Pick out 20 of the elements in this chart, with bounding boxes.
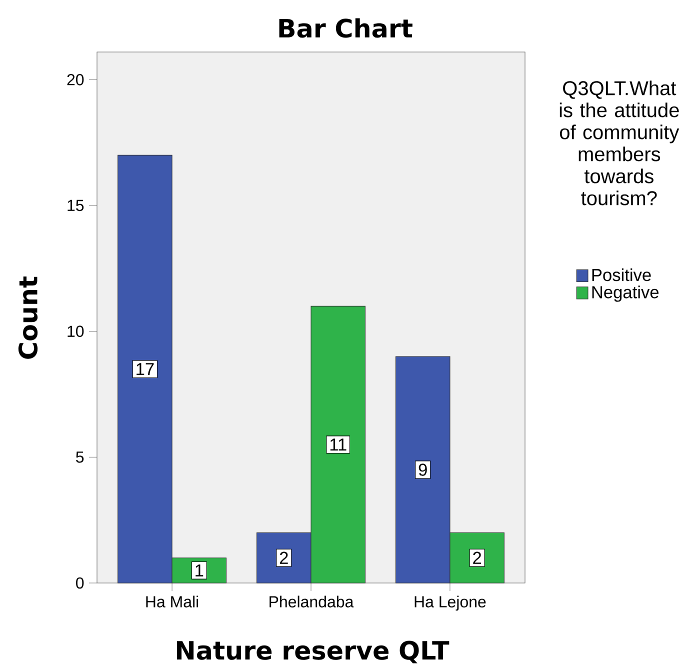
data-label: 2 <box>473 552 482 564</box>
x-axis-title: Nature reserve QLT <box>177 640 450 664</box>
y-tick-label: 5 <box>76 452 84 463</box>
y-tick-label: 0 <box>76 577 84 589</box>
data-label: 9 <box>418 464 427 476</box>
legend-title: Q3QLT.What is the attitude of community members towards tourism? <box>560 80 680 206</box>
chart-title: Bar Chart <box>279 18 412 38</box>
y-tick-label: 10 <box>68 326 84 337</box>
y-axis-title: Count <box>18 276 38 359</box>
x-tick-label: Ha Mali <box>146 596 198 608</box>
x-tick-label: Phelandaba <box>270 596 354 608</box>
legend-label: Positive <box>592 268 651 282</box>
y-tick-label: 15 <box>68 200 84 212</box>
x-tick-label: Ha Lejone <box>414 596 486 611</box>
data-label: 1 <box>196 564 204 576</box>
y-tick-label: 20 <box>67 74 84 86</box>
data-label: 11 <box>330 438 346 451</box>
data-label: 2 <box>280 552 288 564</box>
data-label: 17 <box>136 363 154 376</box>
legend-label: Negative <box>592 286 659 302</box>
